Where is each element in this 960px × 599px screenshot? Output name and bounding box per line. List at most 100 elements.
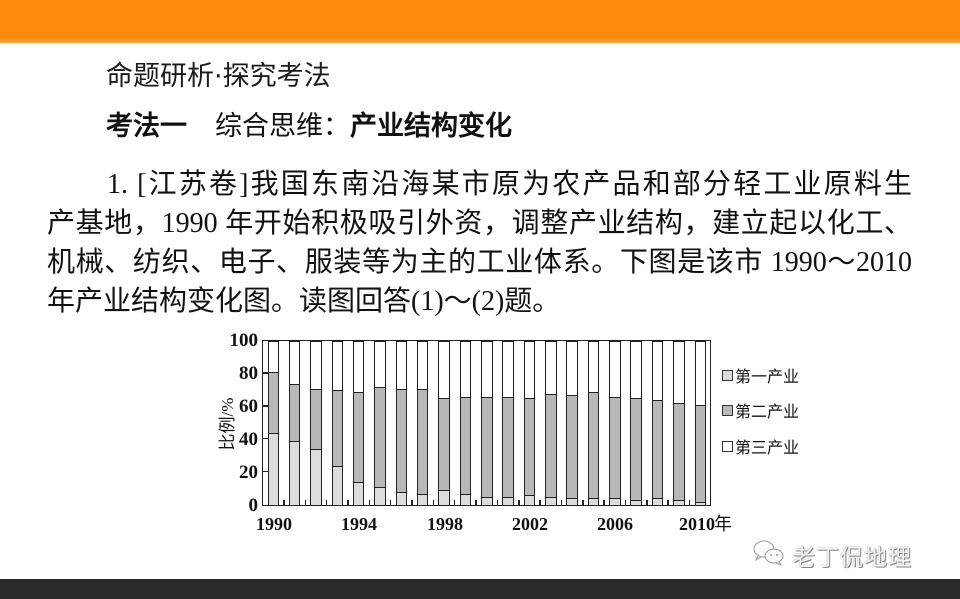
segment-primary: [375, 486, 385, 505]
question-line-1: 1. [江苏卷]我国东南沿海某市原为农产品和部分轻工业原料生: [107, 169, 912, 200]
question-line-4: 年产业结构变化图。读图回答(1)～(2)题。: [47, 286, 561, 317]
segment-divider: [695, 501, 705, 504]
segment-divider: [631, 500, 641, 502]
y-tick-label: 100: [229, 330, 259, 351]
segment-primary: [695, 501, 705, 505]
bar-2004: [566, 341, 578, 505]
segment-primary: [460, 493, 471, 505]
segment-secondary: [695, 404, 705, 502]
bar-2009: [673, 341, 685, 505]
header-bar-shadow: [0, 43, 960, 46]
x-tick-mark: [624, 500, 627, 505]
segment-primary: [311, 449, 321, 505]
bar-1994: [352, 341, 365, 505]
bar-1996: [395, 341, 408, 505]
legend-label: 第一产业: [735, 369, 800, 386]
segment-secondary: [396, 388, 407, 492]
bar-1992: [310, 341, 322, 505]
bar-2003: [545, 341, 557, 505]
segment-secondary: [460, 396, 471, 494]
x-axis-unit: 年: [714, 514, 732, 534]
bar-1995: [374, 341, 386, 505]
segment-divider: [524, 495, 535, 497]
x-tick-mark: [475, 500, 477, 505]
segment-divider: [417, 493, 428, 496]
segment-secondary: [268, 372, 278, 433]
segment-primary: [546, 496, 556, 505]
segment-divider: [332, 465, 343, 468]
segment-secondary: [567, 395, 577, 499]
bar-2000: [481, 341, 493, 505]
segment-divider: [353, 482, 364, 484]
segment-secondary: [652, 400, 663, 499]
legend-item-secondary: 第二产业: [722, 400, 800, 421]
bar-1999: [459, 341, 472, 505]
x-tick-label: 1990: [256, 514, 292, 534]
segment-divider: [311, 449, 321, 451]
segment-divider: [503, 496, 513, 499]
segment-secondary: [588, 391, 599, 499]
legend-swatch-primary: [722, 369, 733, 381]
method-heading: 考法一 综合思维：产业结构变化: [106, 108, 512, 146]
section-title: 命题研析·探究考法: [106, 61, 331, 92]
y-tick-label: 80: [239, 363, 258, 384]
legend-label: 第二产业: [735, 404, 800, 421]
segment-secondary: [332, 390, 343, 466]
segment-primary: [396, 491, 407, 505]
segment-divider: [610, 498, 620, 500]
x-tick-mark: [368, 500, 371, 505]
segment-secondary: [503, 396, 513, 497]
x-tick-label: 2002: [512, 514, 548, 534]
segment-divider: [289, 441, 300, 443]
bar-2007: [630, 341, 642, 505]
segment-secondary: [289, 383, 300, 442]
bar-1993: [331, 341, 344, 505]
method-category: 综合思维：: [215, 111, 350, 142]
header-bar: [0, 0, 960, 43]
x-tick-mark: [496, 500, 499, 505]
segment-primary: [631, 500, 641, 505]
segment-primary: [524, 495, 535, 505]
x-tick-mark: [603, 500, 605, 505]
legend-label: 第三产业: [735, 440, 800, 457]
watermark: 老丁侃地理: [752, 538, 912, 572]
segment-secondary: [546, 393, 556, 497]
segment-secondary: [417, 388, 428, 494]
segment-divider: [652, 498, 663, 500]
bar-2006: [609, 341, 621, 505]
x-tick-label: 1998: [427, 514, 463, 534]
segment-primary: [417, 493, 428, 505]
plot-area: [262, 340, 711, 506]
legend-swatch-tertiary: [722, 440, 733, 452]
watermark-text: 老丁侃地理: [792, 545, 912, 571]
segment-divider: [375, 486, 385, 489]
y-tick-label: 60: [239, 396, 258, 417]
x-tick-label: 2010: [679, 514, 715, 534]
question-line-2: 产基地，1990 年开始积极吸引外资，调整产业结构，建立起以化工、: [47, 208, 912, 239]
x-tick-mark: [539, 500, 541, 505]
segment-divider: [588, 498, 599, 500]
segment-primary: [610, 498, 620, 505]
x-tick-mark: [646, 500, 648, 505]
x-tick-mark: [283, 500, 285, 505]
legend-item-tertiary: 第三产业: [722, 436, 800, 457]
segment-primary: [332, 465, 343, 505]
segment-divider: [546, 496, 556, 499]
segment-secondary: [524, 398, 535, 496]
x-tick-mark: [347, 500, 349, 505]
segment-secondary: [631, 398, 641, 501]
segment-primary: [482, 496, 492, 505]
segment-secondary: [674, 403, 684, 501]
y-tick-label: 20: [239, 462, 258, 483]
segment-secondary: [482, 396, 492, 497]
segment-primary: [567, 498, 577, 505]
x-tick-mark: [582, 500, 584, 505]
segment-divider: [268, 432, 278, 435]
y-axis-title: 比例/%: [218, 397, 237, 451]
x-tick-mark: [325, 500, 328, 505]
segment-divider: [460, 493, 471, 496]
bar-2005: [587, 341, 600, 505]
bar-2010: [694, 341, 706, 505]
x-tick-mark: [389, 500, 392, 505]
bar-1991: [288, 341, 301, 505]
